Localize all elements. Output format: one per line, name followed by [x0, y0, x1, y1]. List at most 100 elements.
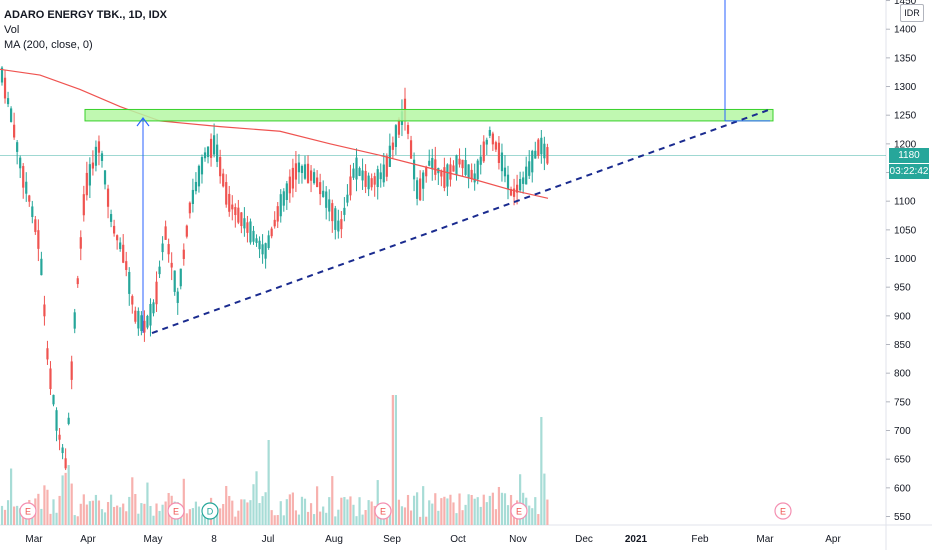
- volume-bar: [261, 496, 264, 525]
- candle: [128, 271, 131, 294]
- volume-bar: [349, 496, 352, 525]
- candle: [467, 164, 470, 178]
- candle: [446, 164, 449, 187]
- candle: [334, 208, 337, 230]
- candle: [425, 167, 428, 177]
- candle: [234, 207, 237, 216]
- volume-bar: [431, 503, 434, 525]
- candle: [88, 164, 91, 186]
- volume-bar: [473, 498, 476, 525]
- x-tick-label: Aug: [325, 534, 343, 545]
- candle: [200, 157, 204, 175]
- volume-bar: [13, 506, 16, 525]
- candle: [116, 235, 119, 241]
- y-tick-label: 850: [894, 340, 911, 351]
- y-tick-label: 900: [894, 311, 911, 322]
- x-tick-label: Mar: [756, 534, 774, 545]
- volume-bar: [231, 500, 234, 525]
- symbol-title[interactable]: ADARO ENERGY TBK., 1D, IDX: [4, 9, 167, 21]
- volume-bar: [309, 503, 313, 525]
- candle: [273, 219, 276, 227]
- candle: [176, 291, 179, 303]
- candle: [337, 220, 340, 232]
- y-tick-label: 600: [894, 483, 911, 494]
- volume-bar: [528, 505, 531, 525]
- candle: [219, 157, 222, 177]
- candle: [40, 258, 43, 276]
- candle: [476, 160, 479, 180]
- volume-bar: [300, 496, 304, 525]
- candle: [440, 171, 443, 177]
- volume-bar: [161, 504, 164, 525]
- volume-bar: [188, 509, 191, 525]
- candle: [482, 141, 485, 162]
- volume-bar: [506, 505, 510, 525]
- candle: [325, 191, 328, 208]
- volume-bar: [164, 501, 167, 525]
- volume-bar: [82, 494, 85, 525]
- volume-bar: [537, 514, 540, 525]
- candle: [416, 180, 419, 199]
- volume-indicator-label[interactable]: Vol: [4, 24, 20, 36]
- volume-bar: [64, 472, 67, 525]
- volume-bar: [119, 507, 122, 525]
- volume-bar: [55, 512, 58, 525]
- volume-bar: [334, 516, 337, 525]
- candle: [140, 315, 143, 332]
- candle: [540, 137, 543, 155]
- candle: [64, 458, 67, 469]
- volume-bar: [449, 494, 452, 525]
- volume-bar: [494, 509, 497, 525]
- volume-bar: [482, 494, 485, 525]
- candle: [376, 169, 379, 188]
- y-tick-label: 1000: [894, 254, 917, 265]
- y-tick-label: 1300: [894, 82, 917, 93]
- volume-bar: [155, 503, 158, 525]
- candle: [434, 159, 437, 175]
- candle: [61, 447, 64, 454]
- candle: [452, 165, 455, 172]
- volume-bar: [79, 503, 82, 525]
- ma-line: [0, 68, 549, 199]
- x-tick-label: Sep: [383, 534, 401, 545]
- candle: [303, 164, 307, 179]
- volume-bar: [503, 493, 507, 525]
- candle: [185, 225, 188, 237]
- volume-bar: [37, 493, 40, 525]
- volume-bar: [240, 499, 243, 525]
- candle: [22, 166, 25, 188]
- x-tick-label: Feb: [691, 534, 709, 545]
- candle: [55, 410, 58, 431]
- volume-bar: [497, 486, 501, 525]
- currency-badge[interactable]: IDR: [900, 4, 924, 22]
- event-marker: [19, 502, 37, 520]
- y-tick-label: 650: [894, 455, 911, 466]
- candle: [461, 159, 464, 169]
- candle: [255, 238, 258, 243]
- volume-bar: [264, 492, 267, 525]
- volume-bar: [203, 516, 207, 525]
- volume-bar: [485, 502, 488, 525]
- candle: [412, 159, 416, 180]
- volume-bar: [197, 506, 201, 525]
- volume-bar: [400, 506, 404, 525]
- candle: [291, 167, 294, 189]
- volume-bar: [200, 514, 204, 525]
- volume-bar: [273, 515, 276, 525]
- volume-bar: [455, 513, 458, 525]
- volume-bar: [297, 514, 301, 525]
- volume-bar: [70, 483, 73, 525]
- volume-bar: [328, 497, 331, 525]
- volume-bar: [440, 498, 443, 525]
- volume-bar: [252, 484, 255, 525]
- volume-bar: [437, 510, 440, 525]
- candle: [367, 175, 370, 190]
- volume-bar: [76, 516, 79, 525]
- volume-bar: [243, 499, 246, 525]
- x-tick-label: Oct: [450, 534, 466, 545]
- candle: [149, 303, 152, 326]
- volume-bar: [43, 485, 46, 525]
- ma-indicator-label[interactable]: MA (200, close, 0): [4, 39, 93, 51]
